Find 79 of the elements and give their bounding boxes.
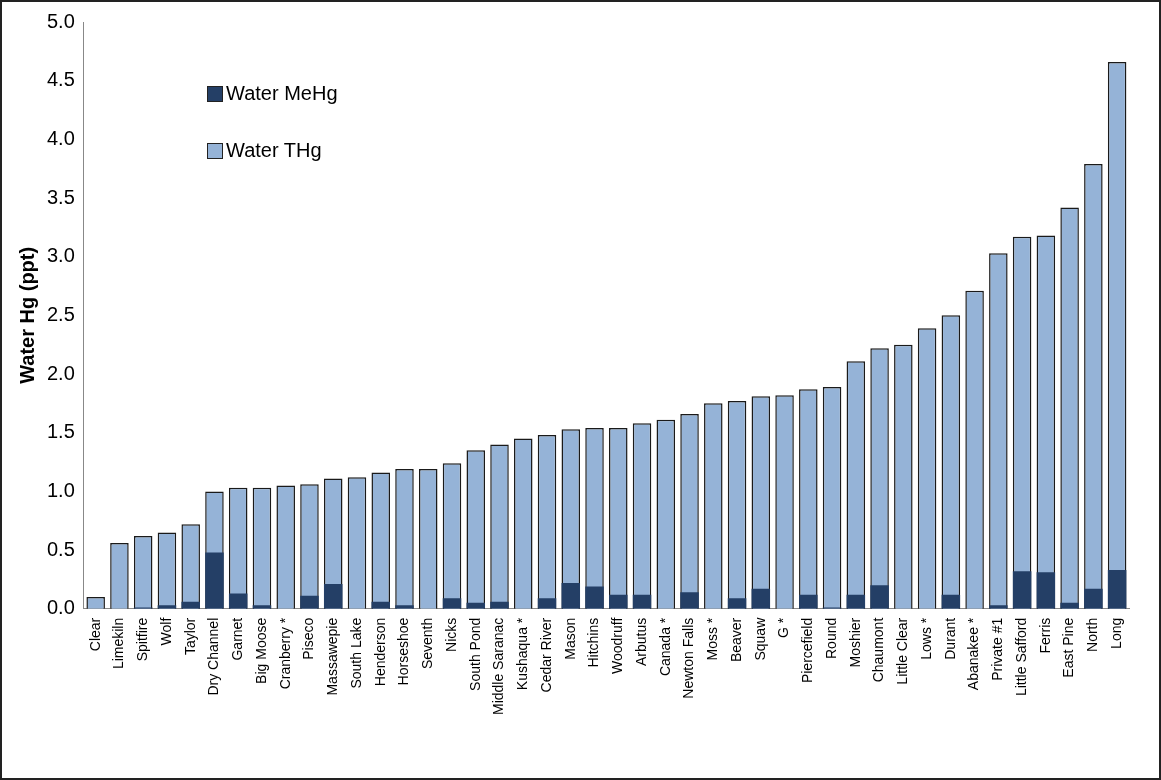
x-tick-label: East Pine	[1060, 617, 1077, 678]
legend-label: Water THg	[226, 139, 322, 162]
x-tick-label: Spitfire	[134, 617, 151, 662]
x-tick-label: Hitchins	[585, 617, 602, 668]
y-tick-label: 3.5	[46, 185, 75, 208]
x-tick-label: Moss *	[704, 617, 721, 661]
bar	[1036, 572, 1056, 609]
bar	[205, 552, 224, 609]
x-tick-label: North	[1084, 617, 1101, 652]
x-tick-label: Taylor	[181, 617, 198, 656]
x-tick-label: Nicks	[442, 617, 459, 652]
y-tick-label: 2.0	[46, 361, 75, 384]
x-tick-label: Beaver	[727, 617, 744, 663]
x-tick-label: Piercefield	[799, 617, 816, 684]
x-tick-label: Canada *	[656, 617, 673, 677]
x-tick-label: South Pond	[466, 617, 483, 691]
y-tick-label: 4.0	[46, 126, 75, 149]
bar	[680, 592, 699, 609]
x-tick-label: Ferris	[1036, 617, 1053, 654]
x-tick-label: Henderson	[371, 617, 388, 687]
bar	[1012, 571, 1032, 609]
bar	[799, 594, 818, 609]
y-tick-label: 2.5	[46, 302, 75, 325]
bar	[609, 594, 628, 609]
x-tick-label: Newton Falls	[680, 617, 697, 699]
x-tick-label: Cranberry *	[276, 617, 293, 690]
bar	[228, 593, 248, 609]
y-tick-label: 0.0	[46, 596, 75, 619]
bar	[561, 582, 581, 609]
x-tick-label: Round	[822, 617, 839, 659]
x-tick-label: Garnet	[229, 617, 246, 661]
x-tick-label: Squaw	[751, 616, 768, 661]
bar	[632, 594, 652, 609]
y-tick-label: 1.5	[46, 420, 75, 443]
x-tick-label: Woodruff	[609, 617, 626, 675]
bar	[442, 598, 462, 609]
y-axis-title: Water Hg (ppt)	[15, 246, 38, 384]
x-tick-label: Little Clear	[894, 617, 911, 685]
bar	[870, 585, 889, 609]
x-tick-label: Arbutus	[632, 617, 649, 666]
x-tick-label: Private #1	[989, 617, 1006, 681]
x-tick-label: G *	[775, 617, 792, 638]
bar	[751, 588, 771, 609]
x-tick-label: Little Safford	[1012, 617, 1029, 697]
legend-label: Water MeHg	[226, 82, 338, 105]
x-tick-label: Horseshoe	[395, 617, 412, 686]
x-tick-label: Durant	[941, 617, 958, 660]
x-tick-label: Wolf	[157, 617, 174, 646]
y-tick-label: 5.0	[46, 9, 75, 32]
x-tick-label: Long	[1107, 617, 1124, 649]
y-tick-label: 1.0	[46, 478, 75, 501]
x-tick-label: Moshier	[846, 617, 863, 668]
bar	[1084, 588, 1103, 609]
x-tick-label: Seventh	[419, 617, 436, 670]
x-tick-label: Chaumont	[870, 617, 887, 683]
bar	[585, 586, 604, 609]
x-tick-label: South Lake	[347, 617, 364, 689]
x-tick-label: Clear	[86, 617, 103, 652]
x-tick-label: Dry Channel	[205, 617, 222, 696]
y-tick-label: 4.5	[46, 68, 75, 91]
bar	[727, 598, 747, 609]
x-tick-label: Lows *	[917, 617, 934, 660]
y-tick-label: 0.5	[46, 537, 75, 560]
x-tick-label: Massawepie	[324, 617, 341, 696]
bar	[323, 584, 343, 609]
x-tick-label: Limekiln	[110, 617, 127, 670]
x-tick-label: Big Moose	[252, 617, 269, 684]
bar	[537, 598, 557, 609]
x-tick-label: Mason	[561, 617, 578, 660]
x-tick-label: Cedar River	[537, 617, 554, 693]
x-tick-label: Abanakee *	[965, 617, 982, 691]
bar	[941, 594, 961, 609]
bar	[300, 595, 319, 609]
y-tick-label: 3.0	[46, 244, 75, 267]
x-tick-label: Middle Saranac	[490, 617, 507, 716]
bar	[846, 594, 866, 609]
x-tick-label: Piseco	[300, 617, 317, 660]
x-tick-label: Kushaqua *	[514, 617, 531, 691]
bar	[1107, 570, 1127, 609]
